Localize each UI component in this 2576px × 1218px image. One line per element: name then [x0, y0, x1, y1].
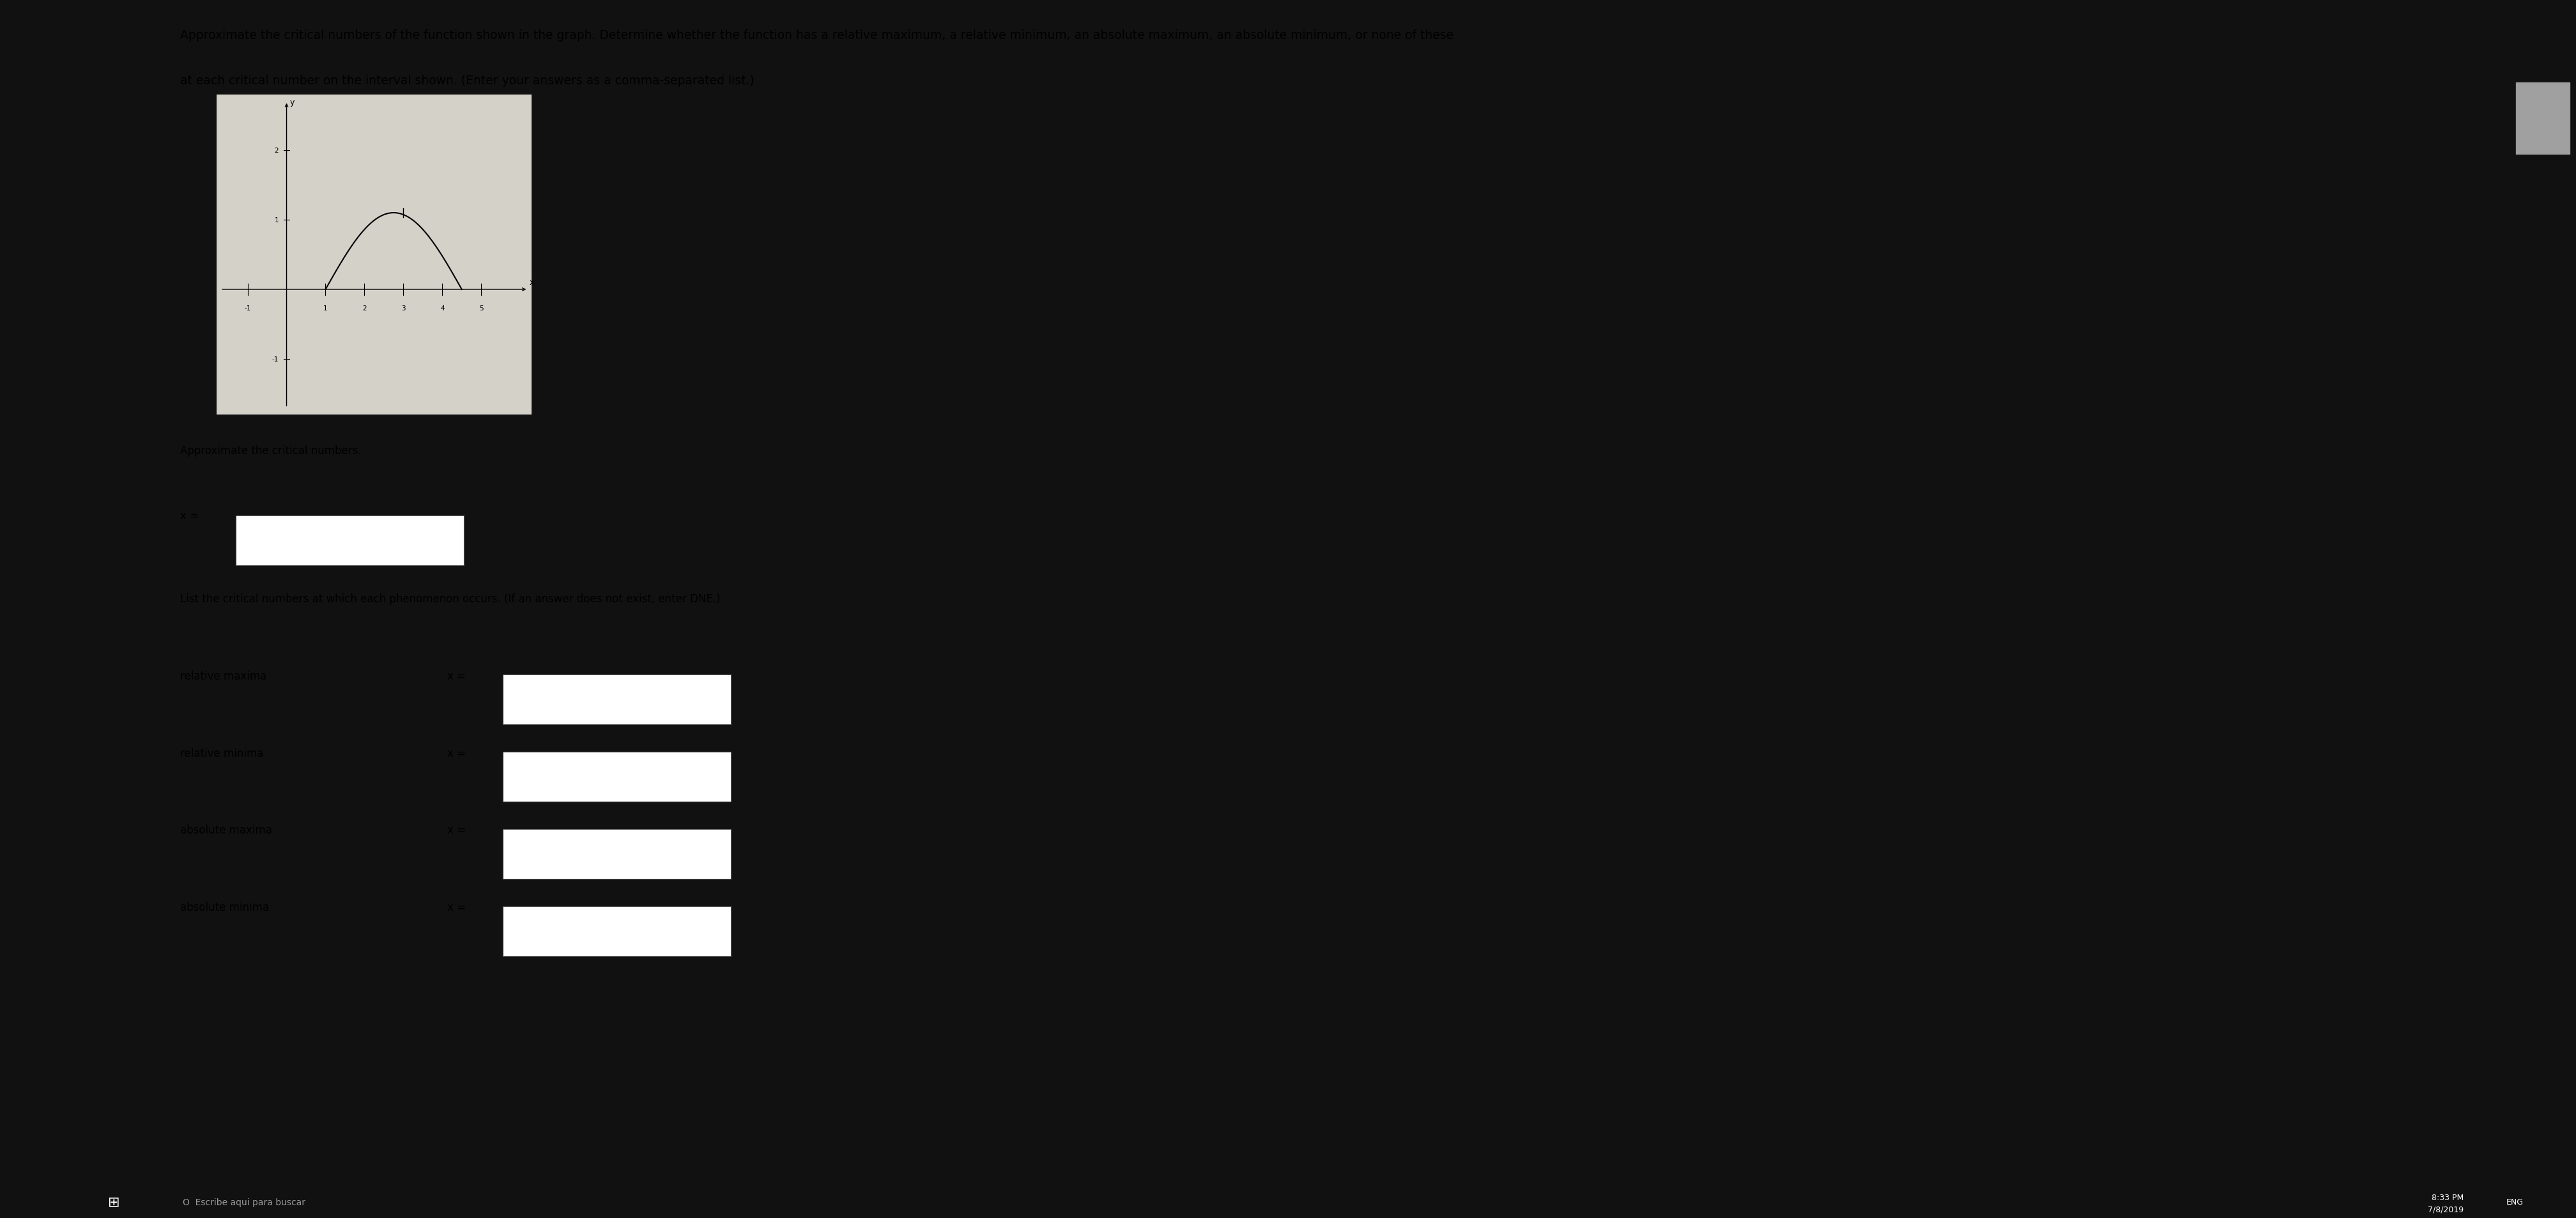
Text: ENG: ENG — [2506, 1197, 2524, 1206]
Text: 7/8/2019: 7/8/2019 — [2429, 1205, 2463, 1213]
Text: 8:33 PM: 8:33 PM — [2432, 1194, 2463, 1201]
FancyBboxPatch shape — [502, 675, 732, 725]
Text: -1: -1 — [245, 306, 250, 312]
FancyBboxPatch shape — [502, 906, 732, 956]
Text: 3: 3 — [402, 306, 404, 312]
Text: absolute maxima: absolute maxima — [180, 825, 273, 836]
Text: y: y — [291, 99, 294, 107]
Text: at each critical number on the interval shown. (Enter your answers as a comma-se: at each critical number on the interval … — [180, 74, 755, 86]
FancyBboxPatch shape — [237, 516, 464, 566]
Text: Approximate the critical numbers of the function shown in the graph. Determine w: Approximate the critical numbers of the … — [180, 29, 1453, 41]
Text: 1: 1 — [325, 306, 327, 312]
Text: ⊞: ⊞ — [108, 1196, 121, 1208]
Text: 5: 5 — [479, 306, 484, 312]
Text: 4: 4 — [440, 306, 446, 312]
FancyBboxPatch shape — [2517, 83, 2568, 155]
Text: x =: x = — [448, 670, 466, 682]
FancyBboxPatch shape — [502, 752, 732, 801]
Text: O  Escribe aqui para buscar: O Escribe aqui para buscar — [183, 1197, 307, 1207]
Text: x: x — [531, 278, 533, 286]
FancyBboxPatch shape — [502, 829, 732, 879]
Text: 2: 2 — [363, 306, 366, 312]
Text: 1: 1 — [276, 217, 278, 223]
Text: Approximate the critical numbers.: Approximate the critical numbers. — [180, 445, 361, 457]
Text: List the critical numbers at which each phenomenon occurs. (If an answer does no: List the critical numbers at which each … — [180, 593, 721, 604]
Text: 2: 2 — [276, 147, 278, 153]
Text: absolute minima: absolute minima — [180, 901, 268, 914]
Text: x =: x = — [448, 747, 466, 759]
Text: relative maxima: relative maxima — [180, 670, 265, 682]
Text: x =: x = — [448, 901, 466, 914]
Text: relative minima: relative minima — [180, 747, 263, 759]
Text: x =: x = — [448, 825, 466, 836]
Text: x =: x = — [180, 510, 198, 521]
Text: -1: -1 — [273, 356, 278, 363]
